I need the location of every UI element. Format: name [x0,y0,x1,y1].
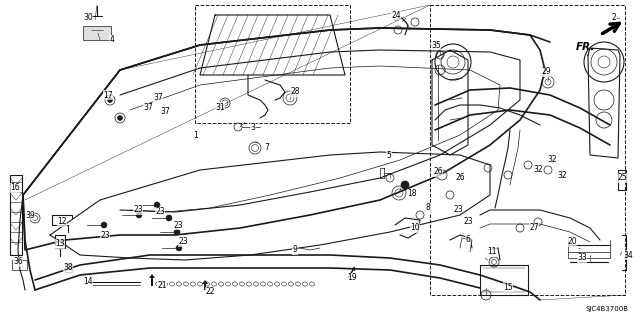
Circle shape [136,212,142,218]
Circle shape [176,245,182,251]
Text: 11: 11 [487,248,497,256]
Circle shape [101,222,107,228]
Text: 23: 23 [453,205,463,214]
Text: 33: 33 [577,254,587,263]
Text: 34: 34 [623,250,633,259]
Text: 19: 19 [347,273,357,283]
Text: 26: 26 [455,174,465,182]
Text: 14: 14 [83,278,93,286]
Text: 12: 12 [57,218,67,226]
Text: 10: 10 [410,224,420,233]
Bar [12,260,27,270]
Circle shape [174,229,180,235]
Circle shape [401,181,409,189]
Text: 28: 28 [291,87,300,97]
Circle shape [166,215,172,221]
Text: 37: 37 [143,103,153,113]
Text: 23: 23 [100,231,110,240]
Text: 21: 21 [157,281,167,291]
Text: 37: 37 [160,108,170,116]
Text: 22: 22 [205,287,215,296]
Text: 23: 23 [463,218,473,226]
Text: 31: 31 [215,102,225,112]
Text: 20: 20 [567,238,577,247]
Text: 36: 36 [13,257,23,266]
Text: 23: 23 [155,207,165,217]
Text: FR.: FR. [575,42,595,52]
Text: 4: 4 [109,35,115,44]
Text: 27: 27 [529,224,539,233]
Text: 29: 29 [541,68,551,77]
Text: 23: 23 [178,238,188,247]
Text: 16: 16 [10,183,20,192]
Bar [195,5,350,123]
Text: 7: 7 [264,144,269,152]
Circle shape [118,115,122,121]
Text: 32: 32 [557,170,567,180]
Text: 9: 9 [292,246,298,255]
FancyArrow shape [149,274,155,286]
Text: 3: 3 [251,122,255,131]
Text: 30: 30 [83,13,93,23]
Text: 39: 39 [25,211,35,219]
Circle shape [154,202,160,208]
Circle shape [108,98,113,102]
Text: 35: 35 [431,41,441,49]
Bar [430,5,625,295]
FancyArrow shape [348,267,355,278]
Text: 37: 37 [153,93,163,102]
Text: 24: 24 [391,11,401,19]
Text: 32: 32 [547,155,557,165]
Text: 25: 25 [617,174,627,182]
Bar [83,26,111,40]
Text: 23: 23 [173,220,183,229]
Text: 6: 6 [465,235,470,244]
Text: 38: 38 [63,263,73,272]
Text: 8: 8 [426,204,430,212]
Text: 18: 18 [407,189,417,198]
Text: 26: 26 [433,167,443,176]
Text: 5: 5 [387,151,392,160]
Text: SJC4B3700B: SJC4B3700B [585,306,628,312]
Text: 2: 2 [612,13,616,23]
Text: 17: 17 [103,91,113,100]
Text: 23: 23 [133,205,143,214]
Text: 15: 15 [503,283,513,292]
Text: 32: 32 [533,166,543,174]
FancyArrow shape [202,280,208,290]
Text: 13: 13 [55,240,65,249]
Text: 1: 1 [194,130,198,139]
